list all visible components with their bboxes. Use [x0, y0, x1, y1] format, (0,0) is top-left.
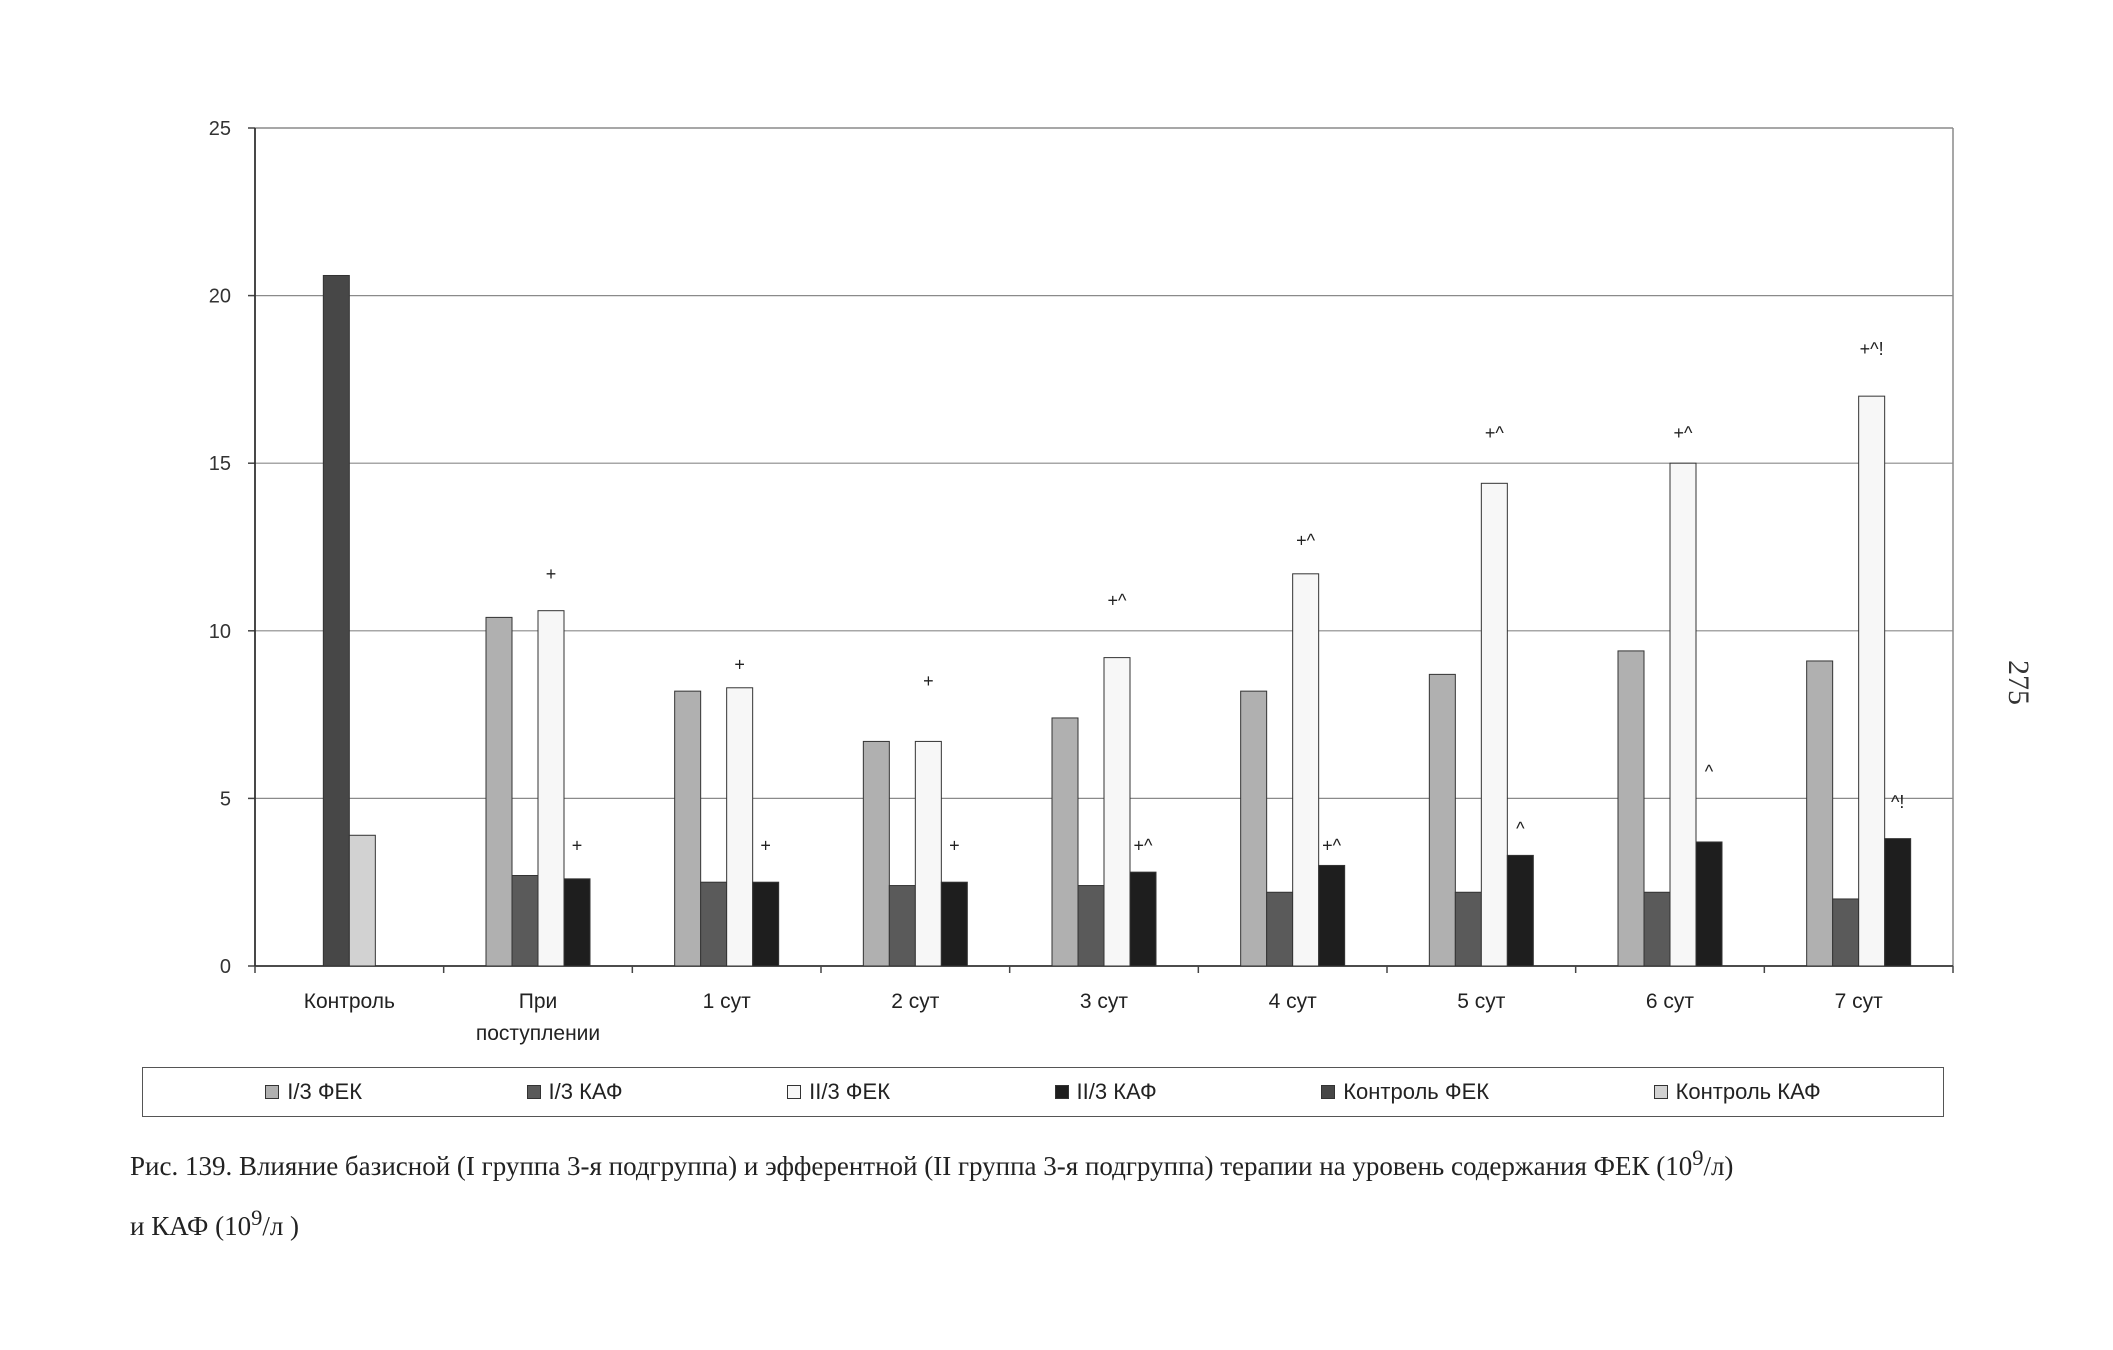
legend-swatch [265, 1085, 280, 1099]
data-annotation: + [572, 835, 583, 855]
legend-item: II/3 КАФ [1054, 1079, 1157, 1105]
caption-line-2-sup: 9 [251, 1205, 263, 1230]
legend-label: Контроль ФЕК [1343, 1079, 1490, 1104]
legend-item: II/3 ФЕК [787, 1079, 890, 1105]
legend-item: Контроль КАФ [1653, 1079, 1821, 1105]
x-tick-label: Контроль [304, 990, 395, 1013]
caption-line-2: и КАФ (109/л ) [130, 1192, 2000, 1252]
data-annotation: +^ [1674, 423, 1694, 443]
bar [348, 834, 376, 967]
bar [940, 881, 968, 967]
bar [1318, 864, 1346, 967]
bar [1428, 673, 1456, 967]
bar [1051, 717, 1079, 967]
bar [1129, 871, 1157, 967]
y-tick-label: 10 [209, 621, 231, 643]
bar [700, 881, 728, 967]
bar-chart: + + + + + + +^ +^ +^ +^ +^ ^ +^ ^ +^! ^! 0 5 10 15 20 25 Конт… [209, 118, 1954, 1045]
legend: I/3 ФЕК I/3 КАФ II/3 ФЕК II/3 КАФ Контроль Ф… [142, 1067, 1944, 1117]
caption-line-1-tail: /л) [1703, 1151, 1734, 1181]
legend-item: Контроль ФЕК [1321, 1079, 1489, 1105]
legend-label: Контроль КАФ [1675, 1079, 1821, 1104]
data-annotation: + [923, 671, 934, 691]
data-annotation: +^ [1322, 835, 1342, 855]
y-tick-label: 5 [220, 788, 231, 810]
legend-swatch [1054, 1085, 1069, 1099]
annotations: + + + + + + +^ +^ +^ +^ +^ ^ +^ ^ +^! ^! [546, 339, 1905, 855]
bar [1832, 898, 1860, 967]
bar [752, 881, 780, 967]
bar [485, 616, 513, 967]
y-tick-label: 0 [220, 956, 231, 978]
legend-swatch [1321, 1085, 1336, 1099]
bar [1077, 885, 1105, 967]
x-tick-label: 7 сут [1835, 990, 1884, 1013]
data-annotation: +^ [1485, 423, 1505, 443]
y-tick-label: 20 [209, 286, 231, 308]
bar [1643, 891, 1671, 967]
bar [914, 740, 942, 967]
data-annotation: +^ [1296, 530, 1316, 550]
bar [726, 687, 754, 967]
bars [322, 274, 1912, 967]
x-tick-label: 6 сут [1646, 990, 1695, 1013]
x-tick-label: 3 сут [1080, 990, 1129, 1013]
legend-label: I/3 ФЕК [287, 1079, 363, 1104]
data-annotation: +^! [1860, 339, 1884, 359]
bar [322, 274, 350, 967]
caption-line-2-text: и КАФ (10 [130, 1211, 252, 1241]
bar [1695, 841, 1723, 967]
bar [1292, 573, 1320, 967]
legend-item: I/3 КАФ [526, 1079, 623, 1105]
x-tick-label: поступлении [476, 1022, 600, 1045]
bar [1103, 657, 1131, 967]
data-annotation: + [949, 835, 960, 855]
bar [1240, 690, 1268, 967]
legend-swatch [787, 1085, 802, 1099]
bar [674, 690, 702, 967]
y-tick-label: 15 [209, 453, 231, 475]
caption-line-1-text: Рис. 139. Влияние базисной (I группа 3-я… [130, 1151, 1693, 1181]
legend-item: I/3 ФЕК [265, 1079, 362, 1105]
x-tick-label: 4 сут [1269, 990, 1318, 1013]
bar [888, 885, 916, 967]
legend-label: II/3 ФЕК [809, 1079, 891, 1104]
caption-line-2-tail: /л ) [262, 1211, 300, 1241]
x-tick-label: При [519, 990, 558, 1013]
axis-labels: 0 5 10 15 20 25 Контроль При поступлении 1 сут 2 с… [209, 118, 1883, 1045]
legend-swatch [526, 1085, 541, 1099]
data-annotation: ^ [1705, 762, 1714, 782]
legend-label: I/3 КАФ [548, 1079, 623, 1104]
data-annotation: ^ [1516, 819, 1525, 839]
bar [537, 610, 565, 967]
bar [563, 878, 591, 967]
legend-label: II/3 КАФ [1076, 1079, 1157, 1104]
data-annotation: ^! [1891, 792, 1904, 812]
bar [1806, 660, 1834, 967]
caption-line-1-sup: 9 [1692, 1145, 1704, 1170]
data-annotation: +^ [1108, 591, 1128, 611]
y-tick-label: 25 [209, 118, 231, 140]
x-tick-label: 2 сут [891, 990, 940, 1013]
bar [1858, 395, 1886, 967]
data-annotation: + [760, 835, 771, 855]
bar [1480, 482, 1508, 967]
bar [1884, 838, 1912, 967]
bar [1669, 462, 1697, 967]
page-number: 275 [2002, 660, 2035, 705]
bar [1617, 650, 1645, 967]
data-annotation: + [734, 654, 745, 674]
data-annotation: + [546, 564, 557, 584]
figure-caption: Рис. 139. Влияние базисной (I группа 3-я… [130, 1132, 2000, 1252]
bar [862, 740, 890, 967]
x-tick-label: 1 сут [703, 990, 752, 1013]
caption-line-1: Рис. 139. Влияние базисной (I группа 3-я… [130, 1132, 2000, 1192]
data-annotation: +^ [1134, 835, 1154, 855]
bar [511, 874, 539, 967]
bar [1506, 854, 1534, 967]
legend-swatch [1653, 1085, 1668, 1099]
bar [1454, 891, 1482, 967]
x-tick-label: 5 сут [1457, 990, 1506, 1013]
bar [1266, 891, 1294, 967]
